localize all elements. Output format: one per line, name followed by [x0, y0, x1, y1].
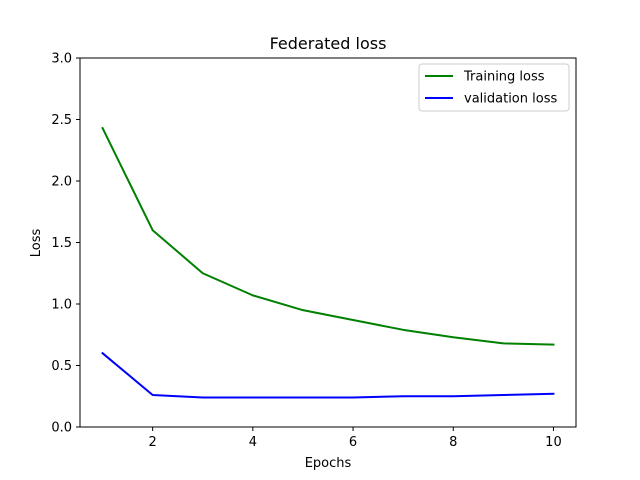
x-axis-label: Epochs	[305, 456, 352, 471]
plot-frame	[79, 57, 577, 428]
y-tick-label: 2.0	[51, 175, 72, 190]
legend: Training loss validation loss	[418, 63, 570, 112]
legend-label-training-loss: Training loss	[463, 70, 545, 85]
y-axis-label: Loss	[29, 229, 44, 258]
series-line-validation-loss	[101, 351, 555, 399]
y-tick-label: 1.0	[51, 298, 72, 313]
x-tick-label: 2	[149, 435, 157, 450]
chart-title: Federated loss	[270, 34, 387, 53]
x-tick-label: 10	[545, 435, 562, 450]
x-tick-label: 4	[249, 435, 257, 450]
x-tick-label: 6	[349, 435, 357, 450]
y-tick-label: 2.5	[51, 113, 72, 128]
legend-box	[418, 63, 570, 112]
y-tick-label: 0.5	[51, 359, 72, 374]
series-line-training-loss	[101, 126, 555, 346]
y-tick-label: 1.5	[51, 236, 72, 251]
y-tick-label: 0.0	[51, 421, 72, 436]
x-tick-label: 8	[449, 435, 457, 450]
legend-label-validation-loss: validation loss	[464, 92, 557, 107]
plot-area: 2 4 6 8 10 0.0 0.5 1.0 1.5 2.0 2.5 3.0	[51, 52, 577, 450]
y-tick-label: 3.0	[51, 52, 72, 67]
